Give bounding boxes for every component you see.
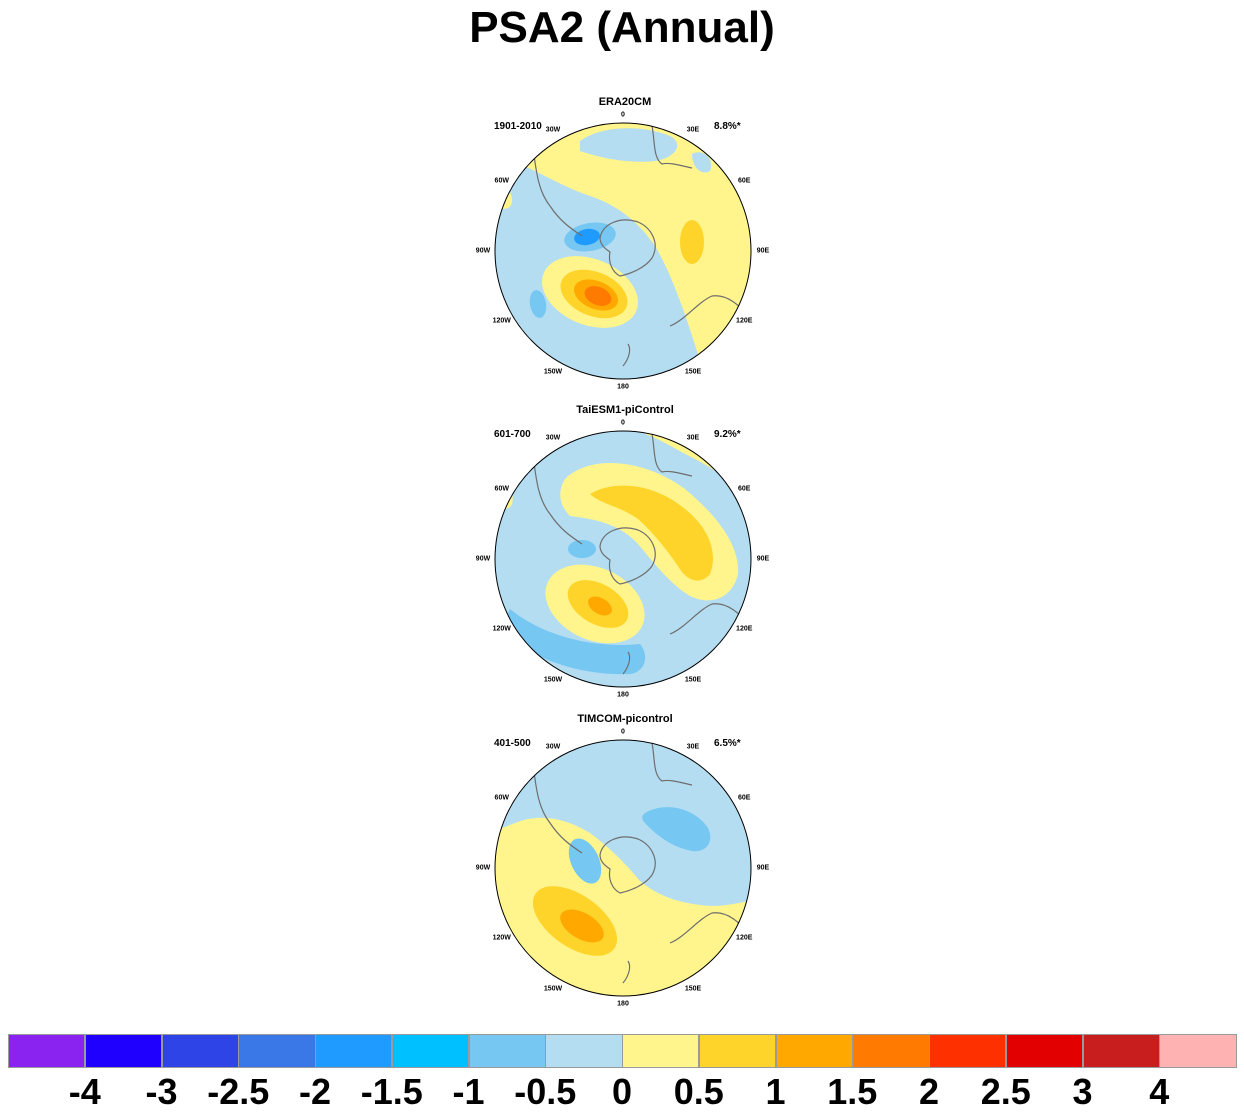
colorbar-swatch — [1159, 1034, 1237, 1068]
colorbar-tick-label: 3 — [1072, 1071, 1093, 1112]
colorbar-tick-label: -0.5 — [514, 1071, 577, 1112]
colorbar-swatch — [1005, 1034, 1083, 1068]
colorbar-tick-label: -2 — [298, 1071, 332, 1112]
longitude-label: 120W — [492, 625, 511, 633]
longitude-label: 150W — [543, 985, 563, 993]
panel-period: 401-500 — [494, 738, 531, 749]
longitude-label: 150E — [684, 368, 702, 376]
polar-map — [494, 430, 752, 688]
figure-title: PSA2 (Annual) — [469, 3, 775, 52]
longitude-label: 0 — [621, 728, 625, 736]
longitude-label: 60E — [738, 485, 751, 493]
colorbar-swatch — [698, 1034, 776, 1068]
colorbar-tick-label: 4 — [1149, 1071, 1170, 1112]
map-panel-era20cm: ERA20CM 1901-2010 8.8%* 0 30E 60E 90E 120E 15… — [470, 96, 780, 401]
panel-variance: 6.5%* — [714, 738, 741, 749]
polar-map — [494, 739, 752, 997]
longitude-label: 150W — [543, 368, 563, 376]
panel-title: TIMCOM-picontrol — [577, 713, 673, 725]
colorbar-tick-label: 0.5 — [673, 1071, 724, 1112]
longitude-label: 90W — [475, 247, 491, 255]
panel-period: 601-700 — [494, 429, 531, 440]
colorbar-tick-label: -4 — [68, 1071, 101, 1112]
longitude-label: 180 — [617, 1000, 629, 1008]
colorbar-swatch — [238, 1034, 316, 1068]
longitude-label: 90W — [475, 864, 491, 872]
longitude-label: 90E — [756, 247, 770, 255]
longitude-label: 30E — [686, 434, 700, 442]
colorbar-swatch — [1082, 1034, 1160, 1068]
colorbar-swatch — [8, 1034, 86, 1068]
longitude-label: 0 — [621, 111, 625, 119]
longitude-label: 180 — [617, 383, 629, 391]
longitude-label: 120W — [492, 317, 511, 325]
longitude-label: 30W — [545, 126, 561, 134]
colorbar-tick-label: 1.5 — [827, 1071, 878, 1112]
longitude-label: 150E — [684, 985, 702, 993]
longitude-label: 120W — [492, 934, 511, 942]
colorbar-swatch — [775, 1034, 853, 1068]
colorbar-tick-label: -1.5 — [360, 1071, 423, 1112]
longitude-label: 60E — [738, 177, 751, 185]
longitude-label: 150W — [543, 676, 563, 684]
panel-period: 1901-2010 — [494, 121, 542, 132]
panel-variance: 9.2%* — [714, 429, 741, 440]
longitude-label: 90E — [756, 864, 770, 872]
longitude-label: 90E — [756, 555, 770, 563]
longitude-label: 180 — [617, 691, 629, 699]
polar-map — [494, 122, 752, 380]
colorbar-swatch — [391, 1034, 469, 1068]
longitude-label: 120E — [736, 317, 753, 325]
colorbar-swatch — [622, 1034, 700, 1068]
longitude-label: 30E — [686, 743, 700, 751]
colorbar-swatch — [161, 1034, 239, 1068]
map-panel-timcom: TIMCOM-picontrol 401-500 6.5%* 0 30E 60E 90… — [470, 713, 780, 1018]
map-panel-taiesm1: TaiESM1-piControl 601-700 9.2%* 0 30E 60E 9… — [470, 404, 780, 709]
colorbar-swatch — [929, 1034, 1007, 1068]
colorbar-swatch — [315, 1034, 393, 1068]
colorbar-tick-label: 2.5 — [980, 1071, 1031, 1112]
colorbar-tick-label: 2 — [918, 1071, 940, 1112]
longitude-label: 60W — [494, 177, 509, 185]
longitude-label: 30W — [545, 434, 561, 442]
longitude-label: 60E — [738, 794, 751, 802]
colorbar-swatch — [852, 1034, 930, 1068]
longitude-label: 60W — [494, 794, 509, 802]
panel-title: TaiESM1-piControl — [576, 404, 674, 416]
colorbar-swatch — [84, 1034, 162, 1068]
colorbar — [8, 1034, 1237, 1068]
longitude-label: 30E — [686, 126, 700, 134]
longitude-label: 120E — [736, 934, 753, 942]
longitude-label: 30W — [545, 743, 561, 751]
longitude-label: 60W — [494, 485, 509, 493]
colorbar-tick-label: -3 — [145, 1071, 178, 1112]
colorbar-swatch — [545, 1034, 623, 1068]
colorbar-tick-label: 1 — [765, 1071, 786, 1112]
colorbar-tick-label: -2.5 — [207, 1071, 270, 1112]
panel-title: ERA20CM — [598, 96, 652, 108]
longitude-label: 120E — [736, 625, 753, 633]
longitude-label: 150E — [684, 676, 702, 684]
panel-variance: 8.8%* — [714, 121, 741, 132]
longitude-label: 0 — [621, 419, 625, 427]
colorbar-tick-label: -1 — [452, 1071, 485, 1112]
longitude-label: 90W — [475, 555, 491, 563]
colorbar-swatch — [468, 1034, 546, 1068]
colorbar-tick-label: 0 — [611, 1071, 633, 1112]
